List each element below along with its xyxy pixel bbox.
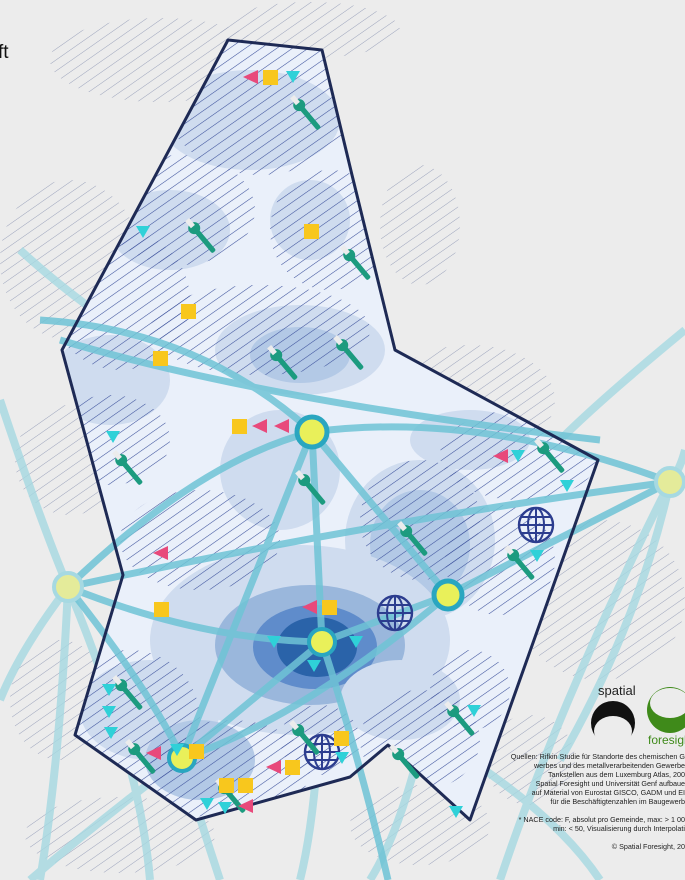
globe-icon — [517, 506, 555, 544]
country-border — [60, 38, 600, 822]
square-marker-icon — [322, 600, 337, 615]
square-marker-icon — [219, 778, 234, 793]
pink-flag-markers — [146, 70, 508, 813]
spatial-foresight-logo — [591, 687, 685, 746]
cyan-triangle-markers — [102, 71, 574, 818]
nace-note-line: * NACE code: F, absolut pro Gemeinde, ma… — [518, 815, 685, 824]
pink-flag-icon — [274, 419, 289, 433]
source-line: Spatial Foresight und Universität Genf a… — [535, 779, 685, 788]
square-marker-icon — [304, 224, 319, 239]
square-marker-icon — [285, 760, 300, 775]
cyan-triangle-icon — [467, 705, 481, 717]
cyan-triangle-icon — [349, 636, 363, 648]
pink-flag-icon — [243, 70, 258, 84]
cyan-triangle-icon — [511, 450, 525, 462]
square-marker-icon — [263, 70, 278, 85]
network-hub-icon — [307, 627, 337, 657]
cyan-triangle-icon — [267, 636, 281, 648]
network-hub-icon — [654, 466, 685, 498]
network-hub-icon — [294, 414, 330, 450]
pink-flag-icon — [493, 449, 508, 463]
logo-spatial-text: spatial — [598, 683, 636, 698]
pink-flag-icon — [146, 746, 161, 760]
source-line: auf Material von Eurostat GISCO, GADM un… — [531, 788, 685, 797]
copyright: © Spatial Foresight, 20 — [611, 842, 685, 851]
cyan-triangle-icon — [286, 71, 300, 83]
cyan-triangle-icon — [102, 706, 116, 718]
cyan-triangle-icon — [170, 744, 184, 756]
cyan-triangle-icon — [102, 684, 116, 696]
network-hubs — [52, 414, 685, 773]
source-line: werbes und des metallverarbeitenden Gewe… — [533, 761, 685, 770]
pink-flag-icon — [302, 600, 317, 614]
cyan-triangle-icon — [218, 802, 232, 814]
source-line: für die Beschäftigtenzahlen im Baugewerb — [550, 797, 685, 806]
globe-icon — [303, 733, 341, 771]
nace-note-line: min: < 50, Visualisierung durch Interpol… — [553, 824, 685, 833]
square-marker-icon — [153, 351, 168, 366]
square-marker-icon — [189, 744, 204, 759]
square-marker-icon — [238, 778, 253, 793]
logo-foresight-text: foresigh — [648, 733, 685, 747]
cyan-triangle-icon — [307, 660, 321, 672]
square-marker-icon — [154, 602, 169, 617]
network-lines — [39, 316, 672, 880]
credits-block: Quellen: Rifkin Studie für Standorte des… — [485, 752, 685, 851]
pink-flag-icon — [238, 799, 253, 813]
cyan-triangle-icon — [560, 480, 574, 492]
map-title-fragment: ft — [0, 42, 9, 63]
cyan-triangle-icon — [530, 550, 544, 562]
square-marker-icon — [232, 419, 247, 434]
cyan-triangle-icon — [335, 752, 349, 764]
square-marker-icon — [334, 731, 349, 746]
network-hub-icon — [52, 571, 84, 603]
globe-icon — [376, 594, 414, 632]
cyan-triangle-icon — [136, 226, 150, 238]
network-hub-icon — [431, 578, 465, 612]
pink-flag-icon — [266, 760, 281, 774]
source-line: Quellen: Rifkin Studie für Standorte des… — [510, 752, 685, 761]
square-marker-icon — [181, 304, 196, 319]
source-line: Tankstellen aus dem Luxemburg Atlas, 200 — [547, 770, 685, 779]
cyan-triangle-icon — [200, 798, 214, 810]
cyan-triangle-icon — [449, 806, 463, 818]
pink-flag-icon — [153, 546, 168, 560]
cyan-triangle-icon — [106, 431, 120, 443]
pink-flag-icon — [252, 419, 267, 433]
cyan-triangle-icon — [104, 727, 118, 739]
square-markers — [153, 70, 349, 793]
